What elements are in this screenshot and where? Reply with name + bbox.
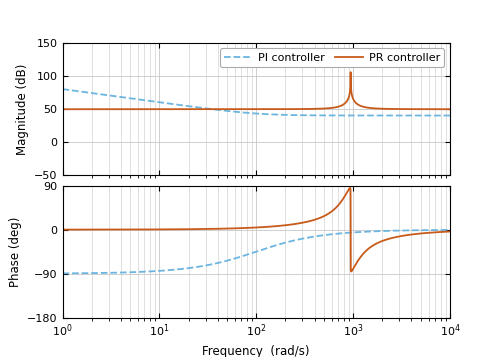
PI controller — [156, 100, 162, 104]
Y-axis label: Phase (deg): Phase (deg) — [8, 216, 22, 287]
PI controller — [60, 87, 66, 91]
PR controller — [294, 107, 300, 111]
PI controller — [308, 113, 314, 117]
PI controller — [337, 113, 343, 117]
X-axis label: Frequency  (rad/s): Frequency (rad/s) — [202, 345, 310, 357]
PR controller — [243, 107, 249, 111]
PR controller — [348, 70, 354, 74]
Line: PR controller: PR controller — [62, 72, 450, 109]
PR controller — [308, 107, 314, 111]
PI controller — [294, 113, 300, 117]
PI controller — [422, 114, 428, 118]
PR controller — [337, 104, 343, 108]
PI controller — [243, 111, 249, 115]
PR controller — [447, 107, 453, 111]
PR controller — [422, 107, 428, 111]
Y-axis label: Magnitude (dB): Magnitude (dB) — [16, 63, 28, 155]
Line: PI controller: PI controller — [62, 89, 450, 116]
PR controller — [156, 107, 162, 111]
PI controller — [447, 114, 453, 118]
PR controller — [60, 107, 66, 111]
Legend: PI controller, PR controller: PI controller, PR controller — [220, 49, 444, 67]
